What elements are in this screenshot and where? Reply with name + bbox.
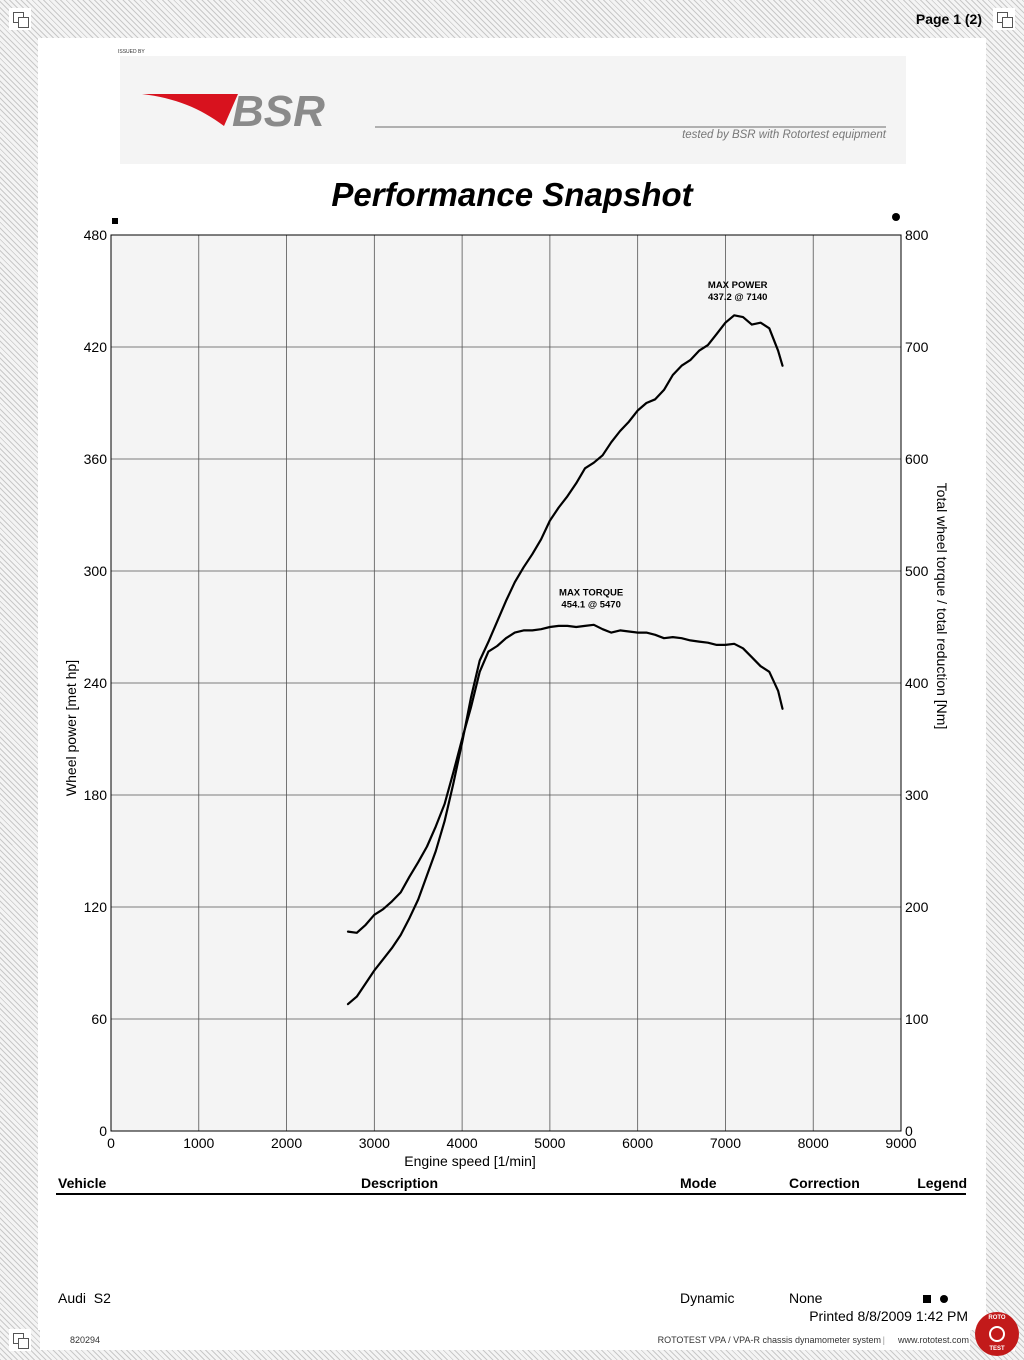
legend-circle-icon — [940, 1295, 948, 1303]
header-vehicle: Vehicle — [58, 1175, 107, 1191]
right-tick-labels: 0 100 200 300 400 500 600 700 800 — [905, 227, 929, 1139]
logo-banner: BSR tested by BSR with Rotortest equipme… — [120, 56, 906, 164]
right-tick-label: 300 — [905, 787, 929, 803]
right-tick-label: 200 — [905, 899, 929, 915]
x-tick-label: 5000 — [534, 1135, 565, 1151]
header-correction: Correction — [789, 1175, 860, 1191]
x-tick-label: 2000 — [271, 1135, 302, 1151]
corner-mark-icon — [993, 8, 1015, 30]
mode-value: Dynamic — [680, 1290, 735, 1306]
x-tick-label: 1000 — [183, 1135, 214, 1151]
x-tick-labels: 0 1000 2000 3000 4000 5000 6000 7000 8000 9000 — [107, 1135, 917, 1151]
right-tick-label: 600 — [905, 451, 929, 467]
right-tick-label: 0 — [905, 1123, 913, 1139]
chart-series — [346, 314, 784, 1006]
left-axis-label: Wheel power [met hp] — [63, 660, 79, 796]
x-tick-label: 8000 — [798, 1135, 829, 1151]
torque-curve — [346, 623, 784, 934]
dyno-chart: 0 1000 2000 3000 4000 5000 6000 7000 8000 9000 06… — [63, 213, 950, 1169]
seal-top-text: ROTO — [988, 1315, 1006, 1321]
x-tick-label: 6000 — [622, 1135, 653, 1151]
left-tick-label: 0 — [99, 1123, 107, 1139]
page-number: Page 1 (2) — [915, 11, 982, 27]
left-tick-label: 240 — [84, 675, 108, 691]
correction-value: None — [789, 1290, 823, 1306]
header-description: Description — [361, 1175, 439, 1191]
annotation-value: 437.2 @ 7140 — [708, 292, 767, 303]
left-tick-labels: 0 60 120 180 240 300 360 420 480 — [84, 227, 108, 1139]
corner-mark-icon — [9, 1329, 31, 1351]
x-tick-label: 4000 — [447, 1135, 478, 1151]
footer-url: www.rototest.com — [897, 1335, 969, 1345]
x-tick-label: 0 — [107, 1135, 115, 1151]
left-tick-label: 120 — [84, 899, 108, 915]
bsr-logo: BSR tested by BSR with Rotortest equipme… — [142, 87, 887, 141]
left-tick-label: 480 — [84, 227, 108, 243]
right-axis-marker-icon — [892, 213, 900, 221]
chart-grid — [110, 234, 902, 1132]
header-legend: Legend — [917, 1175, 967, 1191]
annotation-value: 454.1 @ 5470 — [561, 599, 620, 610]
vehicle-value: Audi S2 — [58, 1290, 111, 1306]
x-tick-label: 3000 — [359, 1135, 390, 1151]
header-divider — [56, 1193, 966, 1195]
printed-timestamp: Printed 8/8/2009 1:42 PM — [809, 1308, 968, 1324]
logo-swoosh-icon — [142, 94, 238, 126]
header-mode: Mode — [680, 1175, 717, 1191]
left-axis-marker-icon — [112, 218, 118, 224]
left-tick-label: 60 — [91, 1011, 107, 1027]
right-tick-label: 500 — [905, 563, 929, 579]
footer-system: ROTOTEST VPA / VPA-R chassis dynamometer… — [657, 1335, 881, 1345]
plot-frame — [110, 234, 902, 1132]
x-tick-label: 9000 — [885, 1135, 916, 1151]
power-curve — [346, 314, 784, 1006]
issued-by-label: ISSUED BY — [118, 49, 145, 55]
legend-square-icon — [923, 1295, 931, 1303]
annotation-title: MAX POWER — [708, 280, 768, 291]
x-tick-label: 7000 — [710, 1135, 741, 1151]
logo-tagline: tested by BSR with Rotortest equipment — [682, 129, 887, 141]
logo-wordmark: BSR — [232, 87, 325, 136]
right-tick-label: 100 — [905, 1011, 929, 1027]
left-tick-label: 300 — [84, 563, 108, 579]
left-tick-label: 360 — [84, 451, 108, 467]
rototest-seal-icon: ROTO TEST — [975, 1312, 1019, 1356]
footer-separator: | — [882, 1335, 885, 1345]
right-tick-label: 400 — [905, 675, 929, 691]
right-tick-label: 700 — [905, 339, 929, 355]
left-tick-label: 420 — [84, 339, 108, 355]
left-tick-label: 180 — [84, 787, 108, 803]
corner-mark-icon — [9, 8, 31, 30]
right-axis-label: Total wheel torque / total reduction [Nm… — [934, 483, 950, 730]
x-axis-label: Engine speed [1/min] — [404, 1153, 536, 1169]
seal-bottom-text: TEST — [989, 1346, 1005, 1352]
footer-strip — [40, 1330, 970, 1350]
right-tick-label: 800 — [905, 227, 929, 243]
annotation-title: MAX TORQUE — [559, 587, 623, 598]
chart-title: Performance Snapshot — [331, 176, 693, 213]
doc-id: 820294 — [70, 1335, 101, 1345]
